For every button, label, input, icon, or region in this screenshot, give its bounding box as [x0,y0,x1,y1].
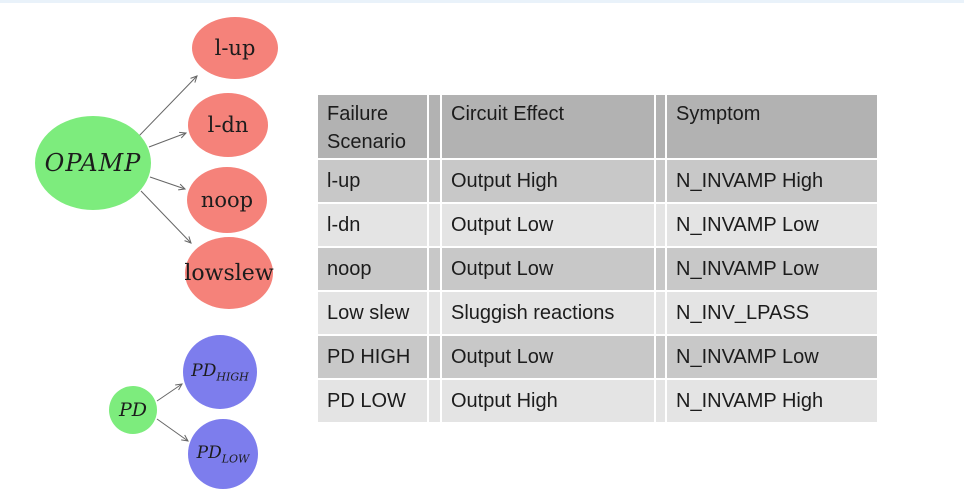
cell-effect: Output High [442,160,654,202]
cell-effect: Output Low [442,336,654,378]
table-row: noop Output Low N_INVAMP Low [318,248,877,290]
node-pd-high-label: PDHIGH [191,361,248,382]
cell-effect: Output Low [442,204,654,246]
node-opamp: OPAMP [35,116,151,210]
cell-scenario: l-up [318,160,427,202]
node-noop: noop [187,167,267,233]
cell-spacer [429,160,440,202]
table-row: l-dn Output Low N_INVAMP Low [318,204,877,246]
table-row: PD LOW Output High N_INVAMP High [318,380,877,422]
header-failure-scenario: Failure Scenario [318,95,427,158]
arrow-pd-pdlow [156,418,189,442]
cell-spacer [656,292,665,334]
cell-effect: Output Low [442,248,654,290]
failure-scenario-table: Failure Scenario Circuit Effect Symptom … [316,93,879,424]
arrow-opamp-ldn [148,131,188,148]
arrow-pd-pdhigh [156,383,183,402]
table-row: l-up Output High N_INVAMP High [318,160,877,202]
cell-symptom: N_INVAMP Low [667,336,877,378]
cell-symptom: N_INVAMP High [667,160,877,202]
cell-spacer [429,248,440,290]
cell-symptom: N_INV_LPASS [667,292,877,334]
cell-symptom: N_INVAMP High [667,380,877,422]
cell-scenario: PD LOW [318,380,427,422]
node-l-dn: l-dn [188,93,268,157]
node-opamp-label: OPAMP [44,149,142,177]
node-lowslew: lowslew [184,237,274,309]
cell-spacer [656,160,665,202]
table-row: PD HIGH Output Low N_INVAMP Low [318,336,877,378]
node-pd-low: PDLOW [188,419,258,489]
cell-spacer [656,204,665,246]
header-spacer [429,95,440,158]
table-row: Low slew Sluggish reactions N_INV_LPASS [318,292,877,334]
cell-symptom: N_INVAMP Low [667,248,877,290]
cell-spacer [656,380,665,422]
cell-effect: Output High [442,380,654,422]
cell-spacer [656,248,665,290]
node-l-dn-label: l-dn [207,113,249,137]
cell-spacer [656,336,665,378]
cell-scenario: PD HIGH [318,336,427,378]
arrow-opamp-noop [149,176,187,191]
header-circuit-effect: Circuit Effect [442,95,654,158]
cell-scenario: l-dn [318,204,427,246]
node-noop-label: noop [200,188,254,212]
cell-spacer [429,292,440,334]
slide-top-border [0,0,964,3]
cell-scenario: Low slew [318,292,427,334]
node-pd-low-base: PD [196,443,222,464]
cell-spacer [429,380,440,422]
node-pd: PD [109,386,157,434]
cell-spacer [429,336,440,378]
arrow-opamp-lowslew [140,190,192,244]
cell-scenario: noop [318,248,427,290]
node-l-up: l-up [192,17,278,79]
table-header-row: Failure Scenario Circuit Effect Symptom [318,95,877,158]
node-pd-high-base: PD [191,361,217,382]
arrow-opamp-lup [136,75,198,139]
cell-effect: Sluggish reactions [442,292,654,334]
node-pd-high-sub: HIGH [216,370,249,384]
header-spacer [656,95,665,158]
node-pd-low-sub: LOW [221,452,250,466]
header-symptom: Symptom [667,95,877,158]
node-pd-high: PDHIGH [183,335,257,409]
cell-symptom: N_INVAMP Low [667,204,877,246]
node-lowslew-label: lowslew [184,260,274,286]
node-pd-low-label: PDLOW [197,443,250,464]
cell-spacer [429,204,440,246]
node-l-up-label: l-up [214,36,256,60]
node-pd-label: PD [118,399,148,421]
